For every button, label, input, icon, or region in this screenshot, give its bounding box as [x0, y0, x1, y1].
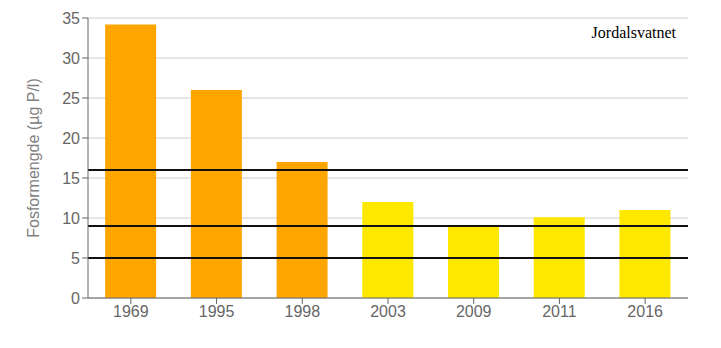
- svg-text:30: 30: [62, 50, 80, 67]
- svg-text:Fosformengde (µg P/l): Fosformengde (µg P/l): [25, 78, 42, 238]
- svg-text:5: 5: [71, 250, 80, 267]
- svg-text:25: 25: [62, 90, 80, 107]
- svg-text:2011: 2011: [542, 303, 577, 320]
- svg-text:1969: 1969: [113, 303, 149, 320]
- svg-text:2016: 2016: [627, 303, 663, 320]
- svg-text:15: 15: [62, 170, 80, 187]
- svg-text:0: 0: [71, 290, 80, 307]
- svg-text:35: 35: [62, 10, 80, 27]
- svg-text:20: 20: [62, 130, 80, 147]
- svg-text:1995: 1995: [199, 303, 235, 320]
- svg-text:10: 10: [62, 210, 80, 227]
- html-text:Jordalsvatnet: Jordalsvatnet: [591, 24, 676, 41]
- svg-text:2003: 2003: [370, 303, 406, 320]
- svg-text:1998: 1998: [284, 303, 320, 320]
- svg-text:2009: 2009: [456, 303, 492, 320]
